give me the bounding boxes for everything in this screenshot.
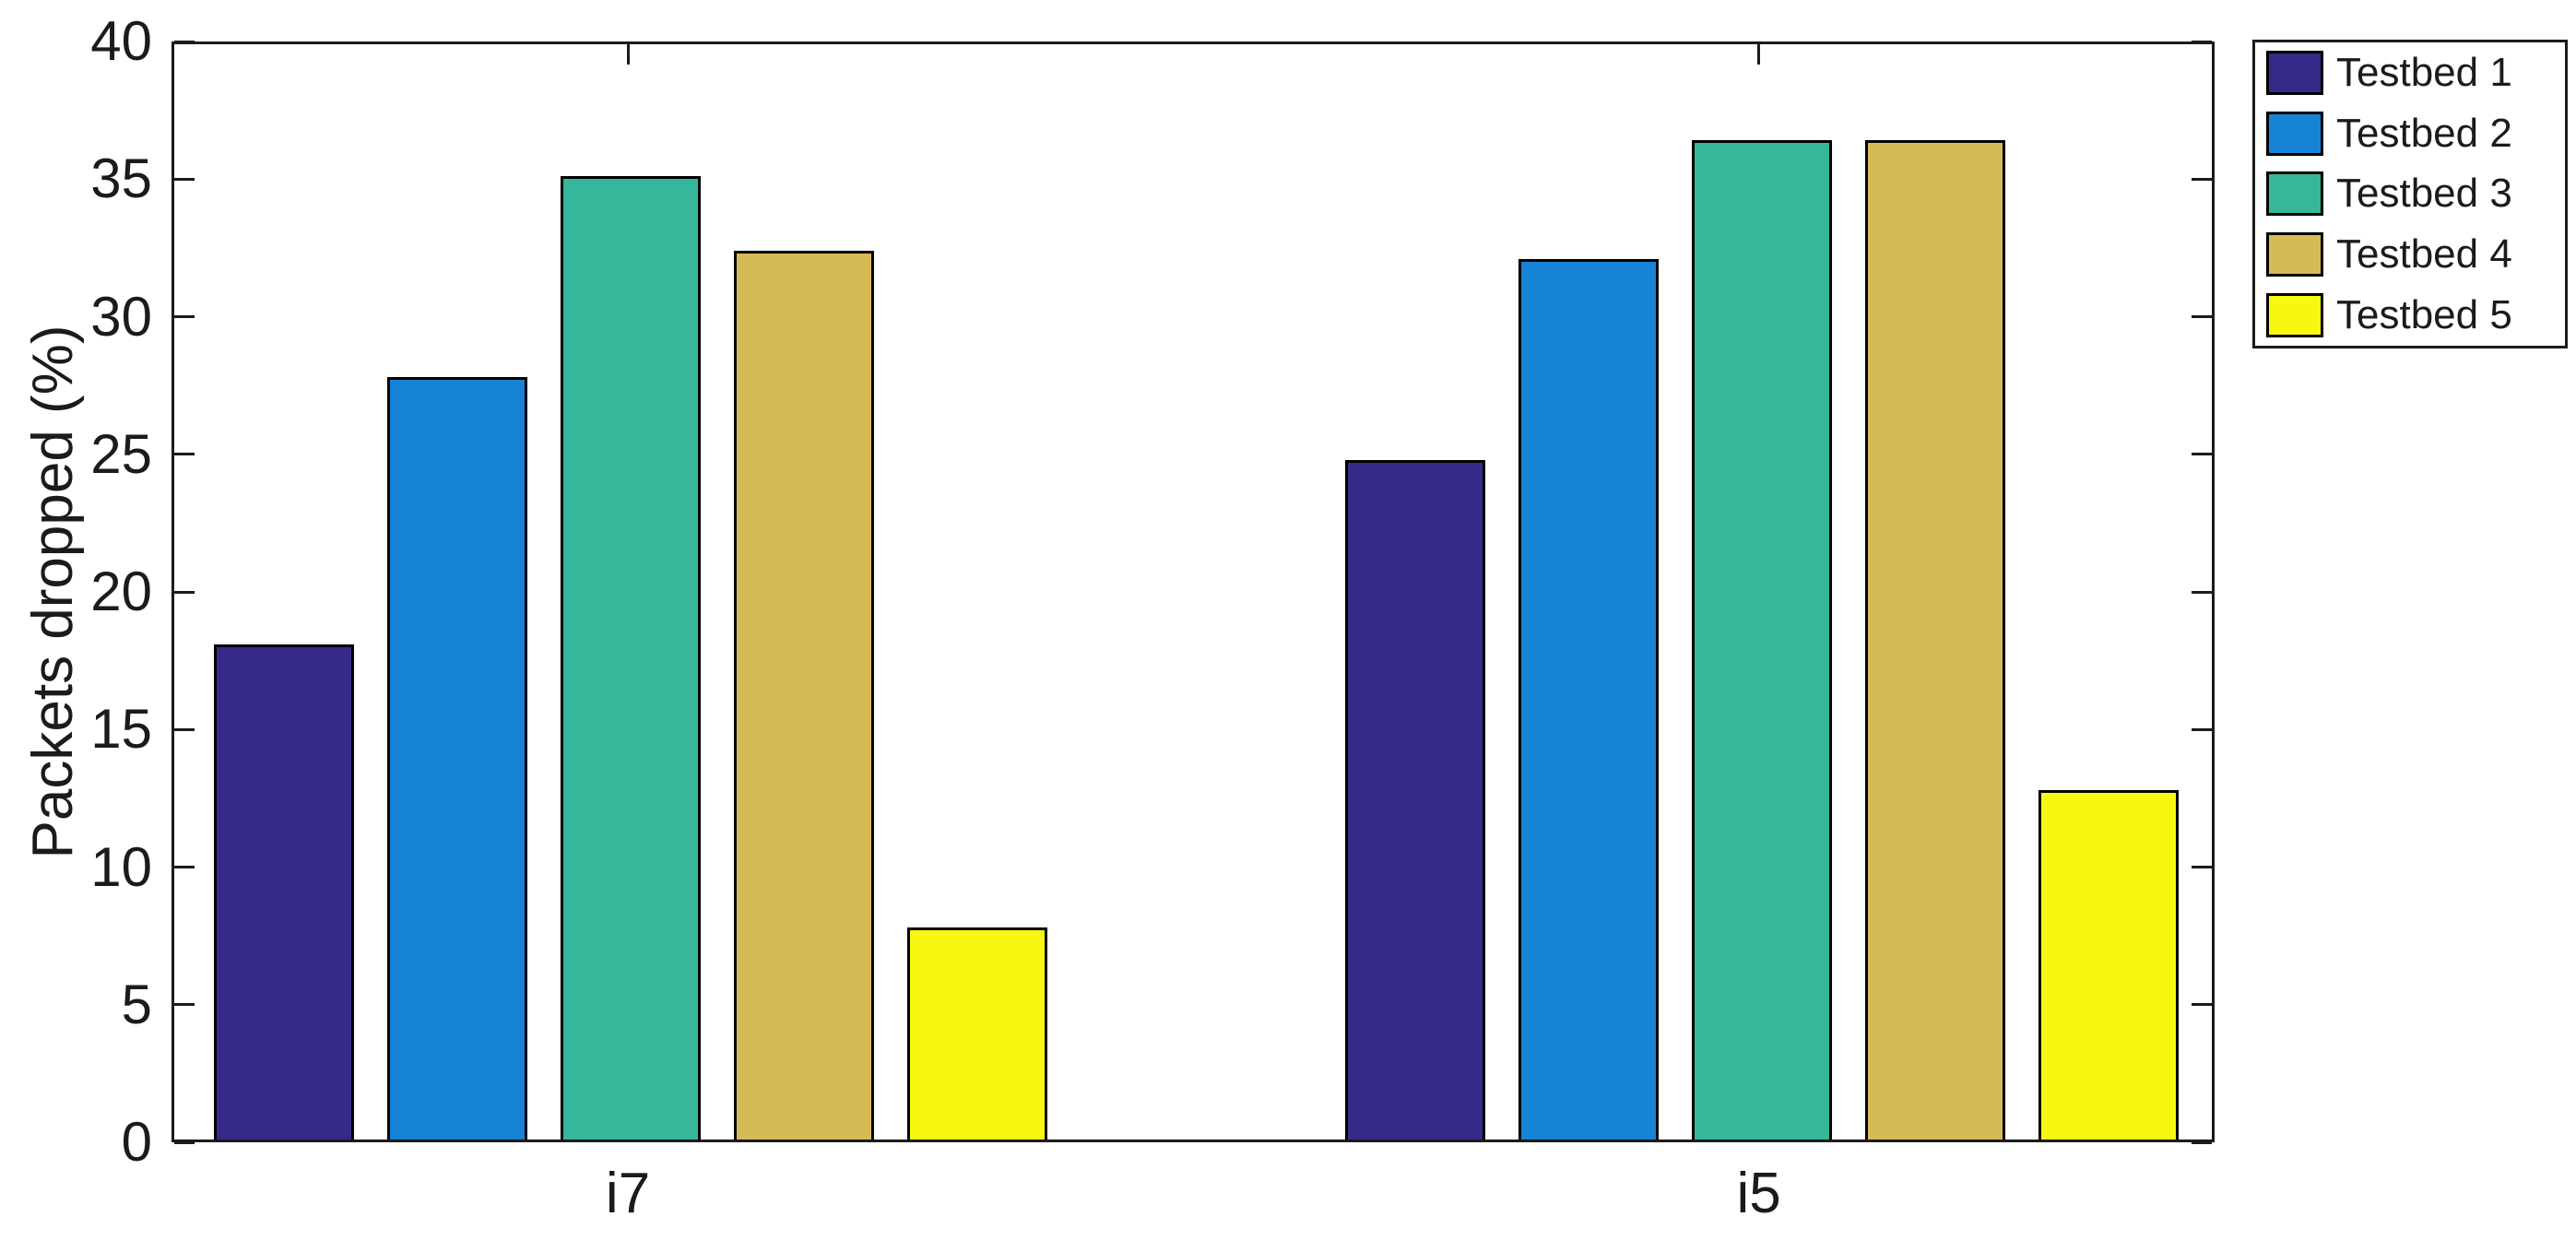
legend-item-testbed-2: Testbed 2 bbox=[2255, 103, 2565, 164]
legend-swatch-icon bbox=[2266, 111, 2323, 156]
y-tick-label-25: 25 bbox=[90, 422, 152, 485]
bar-i5-testbed-1 bbox=[1345, 460, 1485, 1140]
legend-swatch-icon bbox=[2266, 232, 2323, 278]
bar-i7-testbed-2 bbox=[387, 377, 527, 1140]
legend-label: Testbed 4 bbox=[2336, 231, 2512, 278]
legend-label: Testbed 1 bbox=[2336, 49, 2512, 95]
bar-i5-testbed-5 bbox=[2038, 790, 2179, 1140]
right-y-tick-20 bbox=[2192, 591, 2212, 594]
bar-i7-testbed-1 bbox=[214, 644, 354, 1140]
legend-item-testbed-5: Testbed 5 bbox=[2255, 285, 2565, 346]
bar-i7-testbed-4 bbox=[734, 251, 874, 1140]
left-y-tick-0 bbox=[174, 1141, 195, 1144]
x-tick-label-i5: i5 bbox=[1736, 1162, 1781, 1225]
y-tick-label-40: 40 bbox=[90, 10, 152, 72]
right-y-tick-5 bbox=[2192, 1003, 2212, 1006]
left-y-tick-40 bbox=[174, 41, 195, 43]
bar-i5-testbed-4 bbox=[1865, 140, 2005, 1140]
left-y-tick-30 bbox=[174, 315, 195, 318]
right-y-tick-25 bbox=[2192, 453, 2212, 455]
right-y-tick-15 bbox=[2192, 728, 2212, 731]
legend-label: Testbed 2 bbox=[2336, 110, 2512, 156]
legend: Testbed 1 Testbed 2 Testbed 3 Testbed 4 Test… bbox=[2252, 40, 2568, 348]
y-tick-label-15: 15 bbox=[90, 698, 152, 761]
y-tick-label-35: 35 bbox=[90, 148, 152, 210]
right-y-tick-10 bbox=[2192, 866, 2212, 868]
plot-area bbox=[171, 41, 2215, 1144]
top-x-tick-i7 bbox=[627, 44, 630, 65]
legend-swatch-icon bbox=[2266, 171, 2323, 217]
y-tick-label-5: 5 bbox=[121, 973, 152, 1035]
left-y-tick-10 bbox=[174, 866, 195, 868]
bar-i7-testbed-3 bbox=[561, 176, 701, 1140]
legend-swatch-icon bbox=[2266, 50, 2323, 95]
left-y-tick-5 bbox=[174, 1003, 195, 1006]
right-y-tick-40 bbox=[2192, 41, 2212, 43]
left-y-tick-15 bbox=[174, 728, 195, 731]
legend-item-testbed-4: Testbed 4 bbox=[2255, 224, 2565, 285]
right-y-tick-0 bbox=[2192, 1141, 2212, 1144]
x-tick-label-i7: i7 bbox=[605, 1162, 651, 1225]
legend-label: Testbed 5 bbox=[2336, 292, 2512, 338]
bar-i5-testbed-2 bbox=[1518, 259, 1659, 1140]
top-x-tick-i5 bbox=[1757, 44, 1760, 65]
legend-swatch-icon bbox=[2266, 293, 2323, 338]
y-tick-label-30: 30 bbox=[90, 285, 152, 348]
right-y-tick-35 bbox=[2192, 178, 2212, 181]
bar-i7-testbed-5 bbox=[907, 927, 1047, 1140]
left-y-tick-35 bbox=[174, 178, 195, 181]
legend-item-testbed-1: Testbed 1 bbox=[2255, 42, 2565, 103]
bar-i5-testbed-3 bbox=[1692, 140, 1832, 1140]
y-tick-label-0: 0 bbox=[121, 1111, 152, 1173]
left-y-tick-20 bbox=[174, 591, 195, 594]
y-tick-label-10: 10 bbox=[90, 835, 152, 898]
legend-label: Testbed 3 bbox=[2336, 171, 2512, 217]
right-y-tick-30 bbox=[2192, 315, 2212, 318]
y-tick-label-20: 20 bbox=[90, 561, 152, 622]
left-y-tick-25 bbox=[174, 453, 195, 455]
legend-item-testbed-3: Testbed 3 bbox=[2255, 164, 2565, 225]
